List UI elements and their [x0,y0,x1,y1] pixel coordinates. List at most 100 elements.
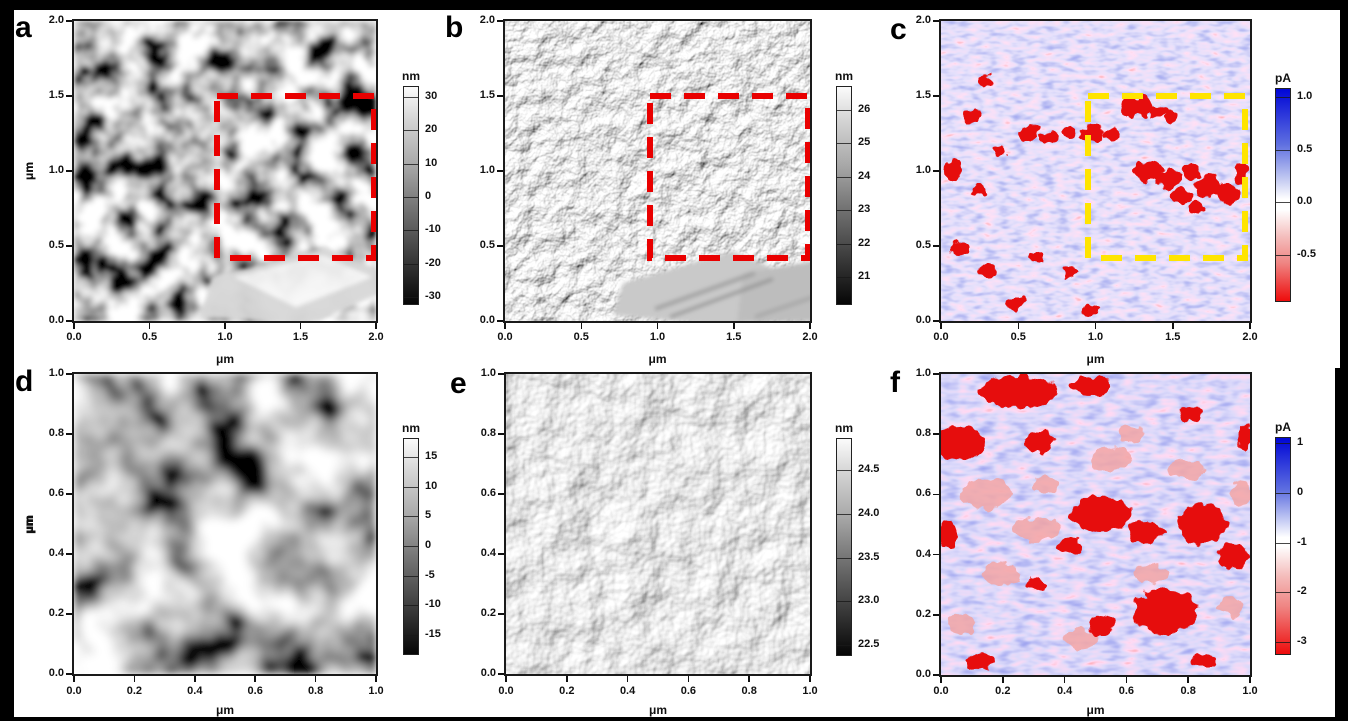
colorbar-tick-label-f: -1 [1297,535,1307,548]
y-tick-mark-a [66,245,72,247]
x-tick-label-a: 1.5 [292,331,309,343]
x-tick-mark-c [1172,323,1174,329]
colorbar-tick-label-b: 25 [858,136,871,149]
colorbar-f [1275,437,1291,655]
y-tick-mark-d [66,433,72,435]
colorbar-tick-label-b: 26 [858,103,871,115]
x-tick-mark-e [809,676,811,682]
y-tick-label-b: 2.0 [479,14,495,26]
colorbar-tick-label-c: 1.0 [1297,90,1313,102]
y-tick-mark-b [497,245,503,247]
y-tick-mark-f [933,493,939,496]
x-tick-mark-e [748,676,750,682]
y-tick-label-e: 1.0 [480,367,496,379]
y-tick-label-a: 0.5 [48,239,64,251]
panel-letter-f: f [890,366,900,399]
colorbar-divider-a [404,97,418,98]
y-tick-mark-f [933,433,939,435]
y-tick-mark-f [933,373,939,375]
y-tick-label-e: 0.6 [480,487,496,499]
y-tick-label-d: 0.2 [48,607,64,619]
x-axis-unit-c: μm [1086,352,1105,366]
x-tick-mark-d [254,676,256,682]
x-tick-label-a: 0.5 [141,331,158,343]
colorbar-tick-label-f: -2 [1297,585,1307,598]
y-axis-unit-f: μm [22,515,36,534]
panel-letter-e: e [450,367,467,400]
x-tick-mark-f [1249,677,1251,683]
y-tick-mark-e [498,433,504,435]
roi-box-b [647,93,810,261]
x-tick-mark-e [626,676,629,682]
colorbar-unit-f: pA [1275,420,1291,434]
x-tick-label-d: 0.2 [126,685,143,697]
y-tick-label-f: 0.6 [915,487,931,500]
y-tick-label-c: 1.5 [915,89,931,101]
colorbar-divider-f [1276,592,1290,594]
x-tick-label-b: 0.5 [573,331,589,343]
x-tick-label-e: 0.2 [559,685,575,697]
colorbar-c [1275,88,1291,302]
y-tick-mark-a [66,320,72,322]
x-tick-label-a: 0.0 [66,331,82,343]
y-tick-mark-d [66,673,72,675]
y-tick-mark-b [497,320,503,322]
afm-image-f [941,374,1250,675]
y-tick-label-c: 0.5 [915,239,931,251]
y-tick-mark-a [66,20,72,22]
colorbar-divider-a [404,230,418,232]
x-tick-mark-c [1017,323,1019,329]
x-tick-label-b: 2.0 [802,331,818,343]
x-tick-label-e: 0.0 [498,685,514,697]
x-tick-label-e: 1.0 [802,685,818,697]
colorbar-unit-e: nm [835,421,853,435]
colorbar-tick-label-e: 24.0 [858,506,880,519]
colorbar-divider-e [837,557,851,559]
x-axis-unit-d: μm [215,703,234,717]
y-tick-label-a: 1.5 [48,89,64,101]
colorbar-divider-f [1276,443,1290,444]
colorbar-unit-a: nm [402,69,420,83]
colorbar-divider-c [1276,149,1290,151]
y-tick-label-a: 0.0 [48,314,64,326]
y-tick-mark-e [498,613,504,615]
y-tick-mark-b [497,170,503,172]
colorbar-divider-b [837,243,851,245]
y-tick-label-f: 0.0 [915,668,931,680]
x-tick-label-d: 0.4 [187,685,203,697]
colorbar-divider-d [404,575,418,577]
colorbar-divider-a [404,163,418,165]
y-tick-label-f: 0.4 [915,547,931,560]
x-tick-label-d: 1.0 [368,685,384,697]
colorbar-tick-label-a: -10 [425,223,441,236]
y-tick-label-b: 1.5 [479,89,495,101]
x-tick-label-c: 1.5 [1165,331,1181,343]
colorbar-tick-label-a: 0 [425,190,432,202]
colorbar-tick-label-d: 10 [425,479,438,492]
x-tick-label-b: 1.5 [726,331,742,343]
y-axis-unit-c: μm [22,162,36,181]
panel-letter-c: c [890,13,907,46]
x-tick-mark-f [1002,677,1004,683]
x-tick-label-d: 0.8 [307,685,324,697]
y-tick-mark-f [933,614,939,616]
y-tick-label-d: 1.0 [48,367,64,379]
colorbar-divider-d [404,457,418,458]
x-tick-mark-f [1125,677,1128,683]
colorbar-tick-label-e: 23.0 [858,594,880,607]
y-tick-label-d: 0.4 [48,547,64,559]
colorbar-divider-a [404,263,418,265]
crystallite-slab [613,251,810,321]
crystallite-slab [200,247,376,321]
y-tick-mark-c [933,170,939,172]
x-tick-label-f: 0.8 [1180,685,1196,697]
y-tick-mark-c [933,245,939,247]
y-tick-label-c: 2.0 [915,14,931,26]
colorbar-tick-label-f: 0 [1297,485,1304,498]
colorbar-divider-f [1276,642,1290,643]
afm-image-c [941,21,1250,321]
colorbar-divider-b [837,110,851,111]
x-tick-mark-d [314,676,317,682]
colorbar-divider-b [837,277,851,278]
